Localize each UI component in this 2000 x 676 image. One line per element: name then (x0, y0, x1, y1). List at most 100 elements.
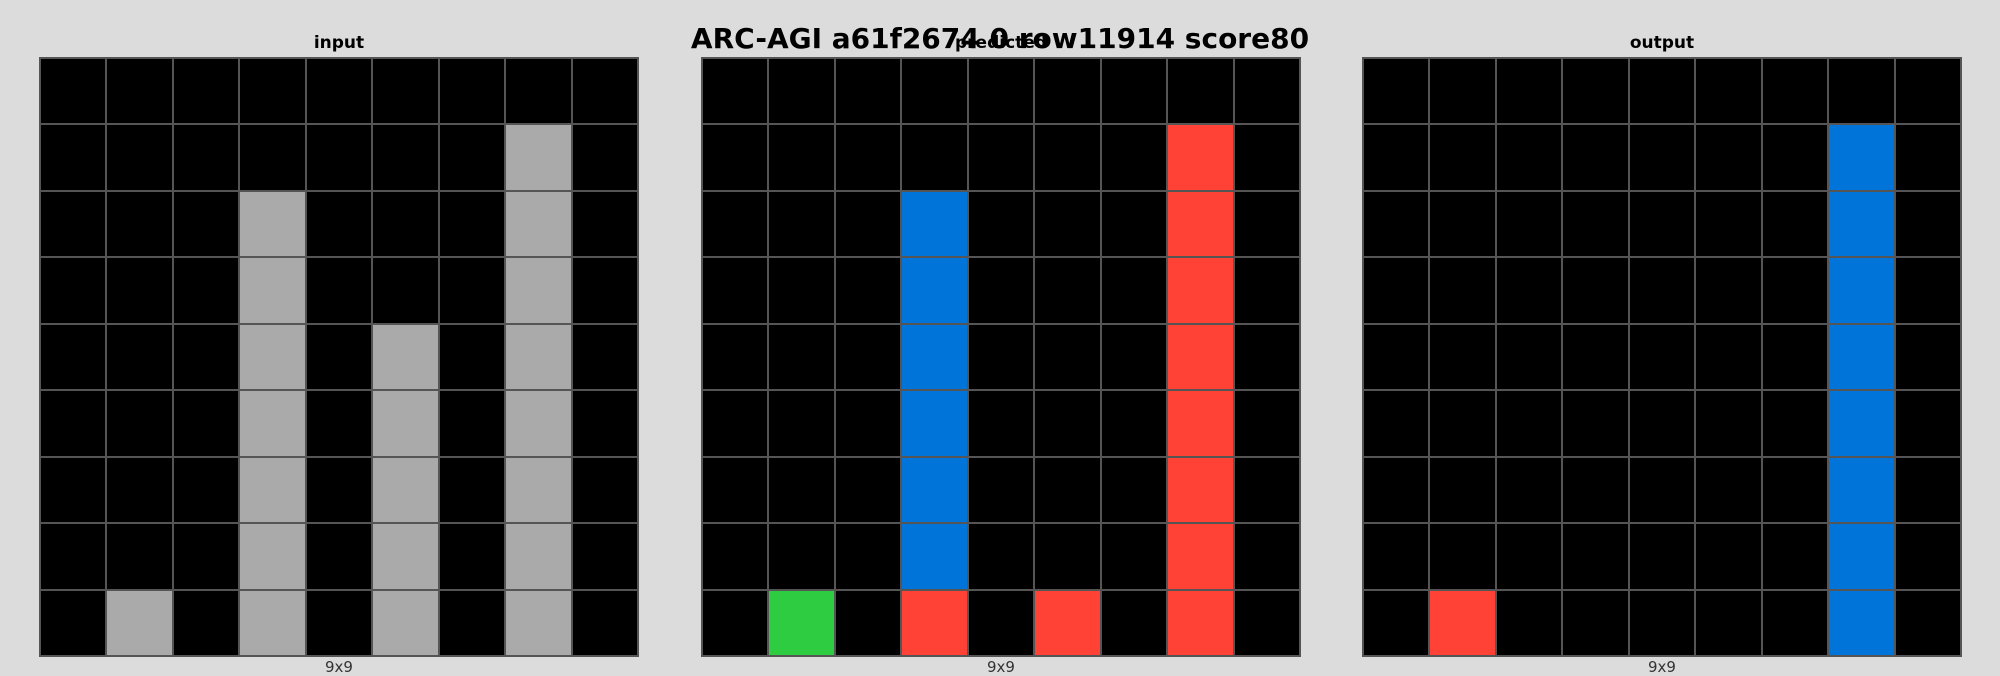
grid-cell (1363, 456, 1430, 524)
predicted-panel-title: predicted (955, 33, 1047, 53)
grid-cell (40, 523, 107, 590)
grid-cell (834, 589, 902, 656)
grid-cell (571, 456, 638, 524)
grid-cell (305, 589, 373, 656)
grid-cell (239, 390, 306, 457)
grid-cell (1100, 456, 1168, 524)
grid-cell (768, 523, 835, 590)
grid-cell (571, 257, 638, 324)
grid-cell (1363, 523, 1430, 590)
grid-cell (1167, 390, 1234, 457)
grid-cell (571, 58, 638, 125)
grid-cell (1761, 523, 1829, 590)
grid-cell (901, 589, 968, 656)
grid-cell (1828, 456, 1895, 524)
grid-cell (1495, 523, 1563, 590)
grid-cell (702, 58, 769, 125)
grid-cell (172, 589, 240, 656)
grid-cell (172, 257, 240, 324)
grid-cell (1167, 190, 1234, 258)
grid-cell (505, 523, 572, 590)
grid-cell (1233, 456, 1300, 524)
grid-cell (901, 390, 968, 457)
grid-cell (1695, 257, 1762, 324)
input-grid (39, 57, 639, 657)
grid-cell (438, 124, 506, 191)
grid-cell (172, 58, 240, 125)
grid-cell (1429, 190, 1496, 258)
grid-cell (1100, 323, 1168, 391)
grid-cell (1034, 58, 1101, 125)
grid-cell (1233, 124, 1300, 191)
grid-cell (305, 523, 373, 590)
grid-cell (438, 190, 506, 258)
output-grid (1362, 57, 1962, 657)
grid-cell (1429, 58, 1496, 125)
grid-cell (505, 456, 572, 524)
grid-cell (1695, 523, 1762, 590)
grid-cell (106, 323, 173, 391)
grid-cell (1167, 589, 1234, 656)
grid-cell (1562, 390, 1629, 457)
grid-cell (768, 257, 835, 324)
grid-cell (1233, 323, 1300, 391)
grid-cell (1233, 589, 1300, 656)
grid-cell (834, 390, 902, 457)
grid-cell (106, 589, 173, 656)
grid-cell (768, 589, 835, 656)
grid-cell (1894, 523, 1961, 590)
grid-cell (1034, 589, 1101, 656)
grid-cell (1167, 456, 1234, 524)
grid-cell (1034, 390, 1101, 457)
grid-cell (1167, 58, 1234, 125)
grid-cell (1034, 323, 1101, 391)
grid-cell (1100, 124, 1168, 191)
grid-cell (1429, 323, 1496, 391)
grid-cell (40, 257, 107, 324)
grid-cell (505, 58, 572, 125)
grid-cell (1167, 257, 1234, 324)
grid-cell (702, 124, 769, 191)
grid-cell (40, 390, 107, 457)
grid-cell (1100, 589, 1168, 656)
grid-cell (106, 124, 173, 191)
grid-cell (372, 190, 439, 258)
grid-cell (40, 456, 107, 524)
grid-cell (505, 323, 572, 391)
grid-cell (239, 58, 306, 125)
grid-cell (1761, 456, 1829, 524)
grid-cell (438, 58, 506, 125)
grid-cell (571, 390, 638, 457)
predicted-grid-size: 9x9 (987, 658, 1015, 676)
grid-cell (40, 124, 107, 191)
grid-cell (571, 190, 638, 258)
grid-cell (305, 124, 373, 191)
grid-cell (438, 523, 506, 590)
grid-cell (1761, 323, 1829, 391)
grid-cell (1695, 124, 1762, 191)
output-panel: output 9x9 (1362, 0, 1962, 675)
grid-cell (1363, 58, 1430, 125)
grid-cell (372, 323, 439, 391)
grid-cell (505, 257, 572, 324)
grid-cell (438, 257, 506, 324)
grid-cell (1034, 190, 1101, 258)
grid-cell (1628, 589, 1696, 656)
grid-cell (1233, 523, 1300, 590)
grid-cell (1828, 390, 1895, 457)
grid-cell (1495, 390, 1563, 457)
grid-cell (1828, 523, 1895, 590)
grid-cell (1628, 456, 1696, 524)
grid-cell (702, 589, 769, 656)
grid-cell (1562, 58, 1629, 125)
grid-cell (1761, 257, 1829, 324)
grid-cell (239, 323, 306, 391)
grid-cell (1100, 257, 1168, 324)
grid-cell (834, 58, 902, 125)
grid-cell (571, 323, 638, 391)
grid-cell (1429, 257, 1496, 324)
grid-cell (1363, 589, 1430, 656)
grid-cell (702, 456, 769, 524)
grid-cell (1828, 124, 1895, 191)
grid-cell (768, 390, 835, 457)
